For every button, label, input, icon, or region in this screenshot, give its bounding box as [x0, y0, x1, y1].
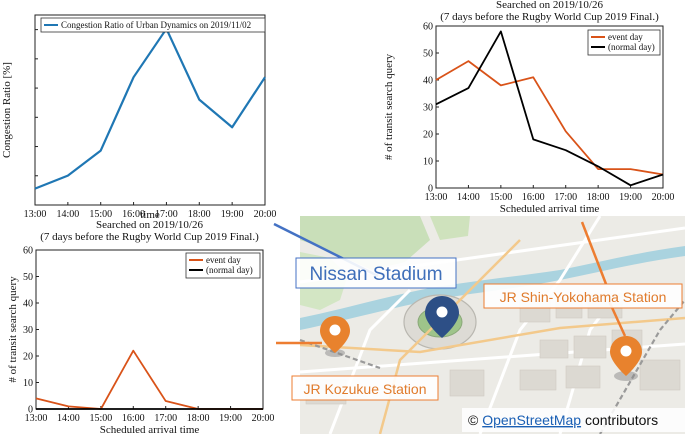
x-tick-label: 18:00 [587, 192, 610, 203]
map-panel: Nissan Stadium JR Shin-Yokohama Station … [273, 215, 685, 434]
x-tick-label: 14:00 [56, 209, 79, 220]
y-tick-label: 60 [23, 246, 33, 257]
x-axis-label: time [140, 209, 160, 221]
x-tick-label: 16:00 [122, 413, 145, 424]
y-axis-label: Congestion Ratio [%] [1, 62, 13, 158]
y-tick-label: 0 [28, 405, 33, 416]
x-tick-label: 13:00 [24, 209, 47, 220]
y-tick-label: 60 [423, 22, 433, 33]
x-tick-label: 16:00 [122, 209, 145, 220]
map-park-area [300, 216, 430, 270]
osm-link[interactable]: OpenStreetMap [482, 412, 581, 428]
y-tick-label: 20 [23, 352, 33, 363]
kozukue-label: JR Kozukue Station [304, 381, 427, 397]
x-tick-label: 15:00 [89, 209, 112, 220]
x-tick-label: 19:00 [619, 192, 642, 203]
y-tick-label: 10 [423, 157, 433, 168]
y-tick-label: 40 [423, 76, 433, 87]
x-tick-label: 19:00 [221, 209, 244, 220]
x-tick-label: 13:00 [25, 413, 48, 424]
y-tick-label: 40 [23, 299, 33, 310]
y-tick-label: 20 [423, 130, 433, 141]
series-line-0 [35, 349, 263, 410]
x-tick-label: 15:00 [89, 413, 112, 424]
y-tick-label: 50 [423, 49, 433, 60]
x-tick-label: 18:00 [187, 413, 210, 424]
legend-box [40, 17, 266, 33]
chart-title: Searched on 2019/10/26 [96, 219, 203, 231]
x-tick-label: 14:00 [457, 192, 480, 203]
shin-yokohama-label-box [483, 283, 683, 309]
kozukue-station-pin-icon[interactable] [320, 316, 350, 357]
legend-box [587, 29, 661, 56]
legend-label: event day [206, 255, 241, 265]
stadium-label: Nissan Stadium [309, 264, 442, 285]
x-tick-label: 20:00 [252, 413, 275, 424]
chart-subtitle: (7 days before the Rugby World Cup 2019 … [440, 11, 659, 23]
y-tick-label: 50 [23, 272, 33, 283]
map-park-area [430, 216, 470, 240]
x-tick-label: 14:00 [57, 413, 80, 424]
shin-yokohama-callout-line [580, 221, 608, 285]
copyright-symbol: © [468, 412, 479, 428]
plot-frame [34, 14, 266, 206]
x-tick-label: 13:00 [425, 192, 448, 203]
x-tick-label: 16:00 [522, 192, 545, 203]
legend-label: (normal day) [206, 265, 253, 275]
y-axis-label: # of transit search query [383, 53, 395, 160]
shin-yokohama-station-pin-icon[interactable] [610, 336, 642, 381]
y-tick-label: 30 [423, 103, 433, 114]
search-query-chart-bottom: 13:00 14:00 15:00 16:00 17:00 18:00 19:00 20:00… [7, 219, 274, 434]
legend-label: event day [608, 32, 643, 42]
shin-yokohama-label: JR Shin-Yokohama Station [500, 289, 667, 305]
chart-subtitle: (7 days before the Rugby World Cup 2019 … [40, 231, 259, 243]
x-tick-label: 20:00 [652, 192, 675, 203]
legend-label: Congestion Ratio of Urban Dynamics on 20… [61, 20, 251, 30]
legend-label: (normal day) [608, 42, 655, 52]
kozukue-label-box [291, 375, 439, 401]
copyright-box [462, 408, 685, 432]
search-query-chart-top: 13:00 14:00 15:00 16:00 17:00 18:00 19:00 20:00… [383, 0, 674, 215]
copyright-suffix: contributors [585, 412, 658, 428]
x-tick-label: 17:00 [154, 413, 177, 424]
series-line-0 [435, 60, 664, 176]
x-tick-label: 19:00 [219, 413, 242, 424]
legend-box [185, 252, 261, 279]
stadium-pin-icon[interactable] [425, 296, 459, 338]
y-axis-label: # of transit search query [7, 276, 19, 383]
x-tick-label: 18:00 [188, 209, 211, 220]
x-axis-label: Scheduled arrival time [100, 424, 200, 434]
x-axis-label: Scheduled arrival time [500, 203, 600, 215]
y-tick-label: 10 [23, 378, 33, 389]
y-tick-label: 0 [428, 184, 433, 195]
congestion-chart: 13:00 14:00 15:00 16:00 17:00 18:00 19:00 20:00… [1, 14, 277, 221]
x-tick-label: 17:00 [155, 209, 178, 220]
series-line-0 [34, 27, 266, 190]
x-tick-label: 15:00 [489, 192, 512, 203]
chart-title: Searched on 2019/10/26 [496, 0, 603, 11]
stadium-label-box [295, 257, 457, 289]
copyright-line: © OpenStreetMap contributors [468, 412, 658, 428]
y-tick-label: 30 [23, 325, 33, 336]
x-tick-label: 20:00 [254, 209, 277, 220]
map-rail-line [599, 299, 685, 434]
x-tick-label: 17:00 [554, 192, 577, 203]
series-line-1 [435, 30, 664, 187]
